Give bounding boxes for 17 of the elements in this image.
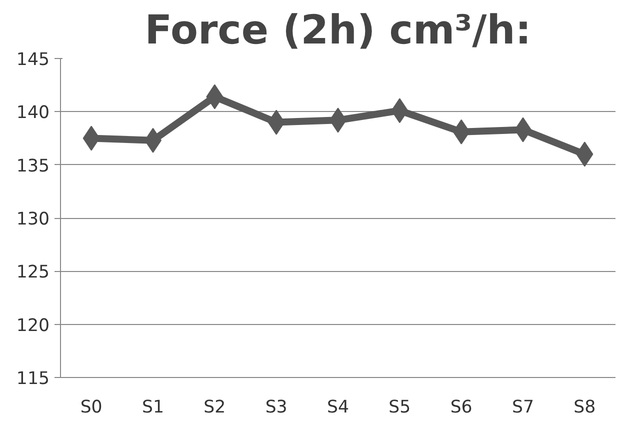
y-tick-label: 125	[16, 262, 50, 283]
x-tick-label: S4	[326, 398, 350, 418]
y-tick-label: 145	[16, 50, 50, 70]
x-tick-label: S6	[450, 398, 472, 418]
y-tick-label: 140	[16, 103, 50, 124]
x-tick-label: S2	[204, 398, 226, 418]
chart-title: Force (2h) cm³/h:	[144, 8, 532, 54]
x-tick-label: S1	[142, 398, 164, 418]
x-tick-label: S5	[388, 398, 411, 418]
x-tick-label: S7	[512, 398, 534, 418]
x-tick-label: S3	[265, 398, 288, 418]
y-tick-label: 135	[16, 156, 50, 176]
x-tick-label: S0	[80, 398, 102, 418]
y-tick-label: 130	[16, 210, 50, 230]
x-tick-label: S8	[574, 398, 596, 418]
y-tick-label: 120	[16, 316, 50, 336]
y-tick-label: 115	[16, 369, 50, 389]
